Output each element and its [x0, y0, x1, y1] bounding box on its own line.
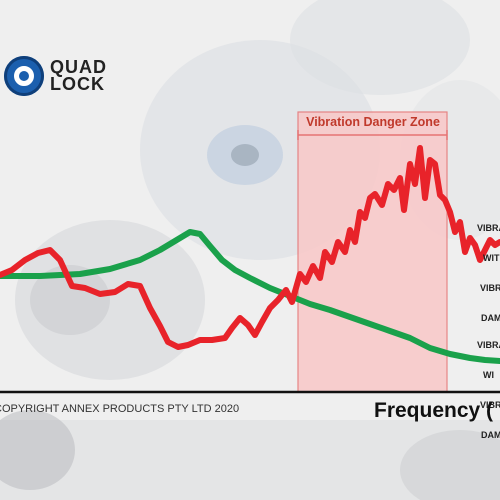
copyright-text: COPYRIGHT ANNEX PRODUCTS PTY LTD 2020 — [0, 403, 240, 415]
series-label-upper-line: VIBR — [480, 283, 500, 293]
series-label-upper-line: WIT — [483, 253, 500, 263]
vibration-danger-zone — [297, 111, 448, 393]
series-label-upper-line: DAM — [481, 313, 500, 323]
logo-line-2: LOCK — [50, 74, 105, 94]
series-label-lower: VIBRA WI VIBR DAM — [477, 320, 500, 450]
series-label-lower-line: WI — [483, 370, 494, 380]
x-axis-label: Frequency ( — [374, 399, 494, 422]
series-label-lower-line: VIBRA — [477, 340, 500, 350]
logo-line-1: QUAD — [50, 57, 107, 77]
quad-lock-ring-icon — [4, 56, 44, 96]
logo-wordmark: QUAD LOCK — [50, 57, 107, 94]
series-label-lower-line: DAM — [481, 430, 500, 440]
red-series-line — [0, 145, 500, 350]
green-series-line — [0, 229, 500, 364]
danger-zone-label: Vibration Danger Zone — [306, 115, 440, 129]
quad-lock-logo: QUAD LOCK — [4, 56, 107, 96]
series-label-upper-line: VIBRA — [477, 223, 500, 233]
series-label-lower-line: VIBR — [480, 400, 500, 410]
series-label-upper: VIBRA WIT VIBR DAM — [477, 203, 500, 333]
